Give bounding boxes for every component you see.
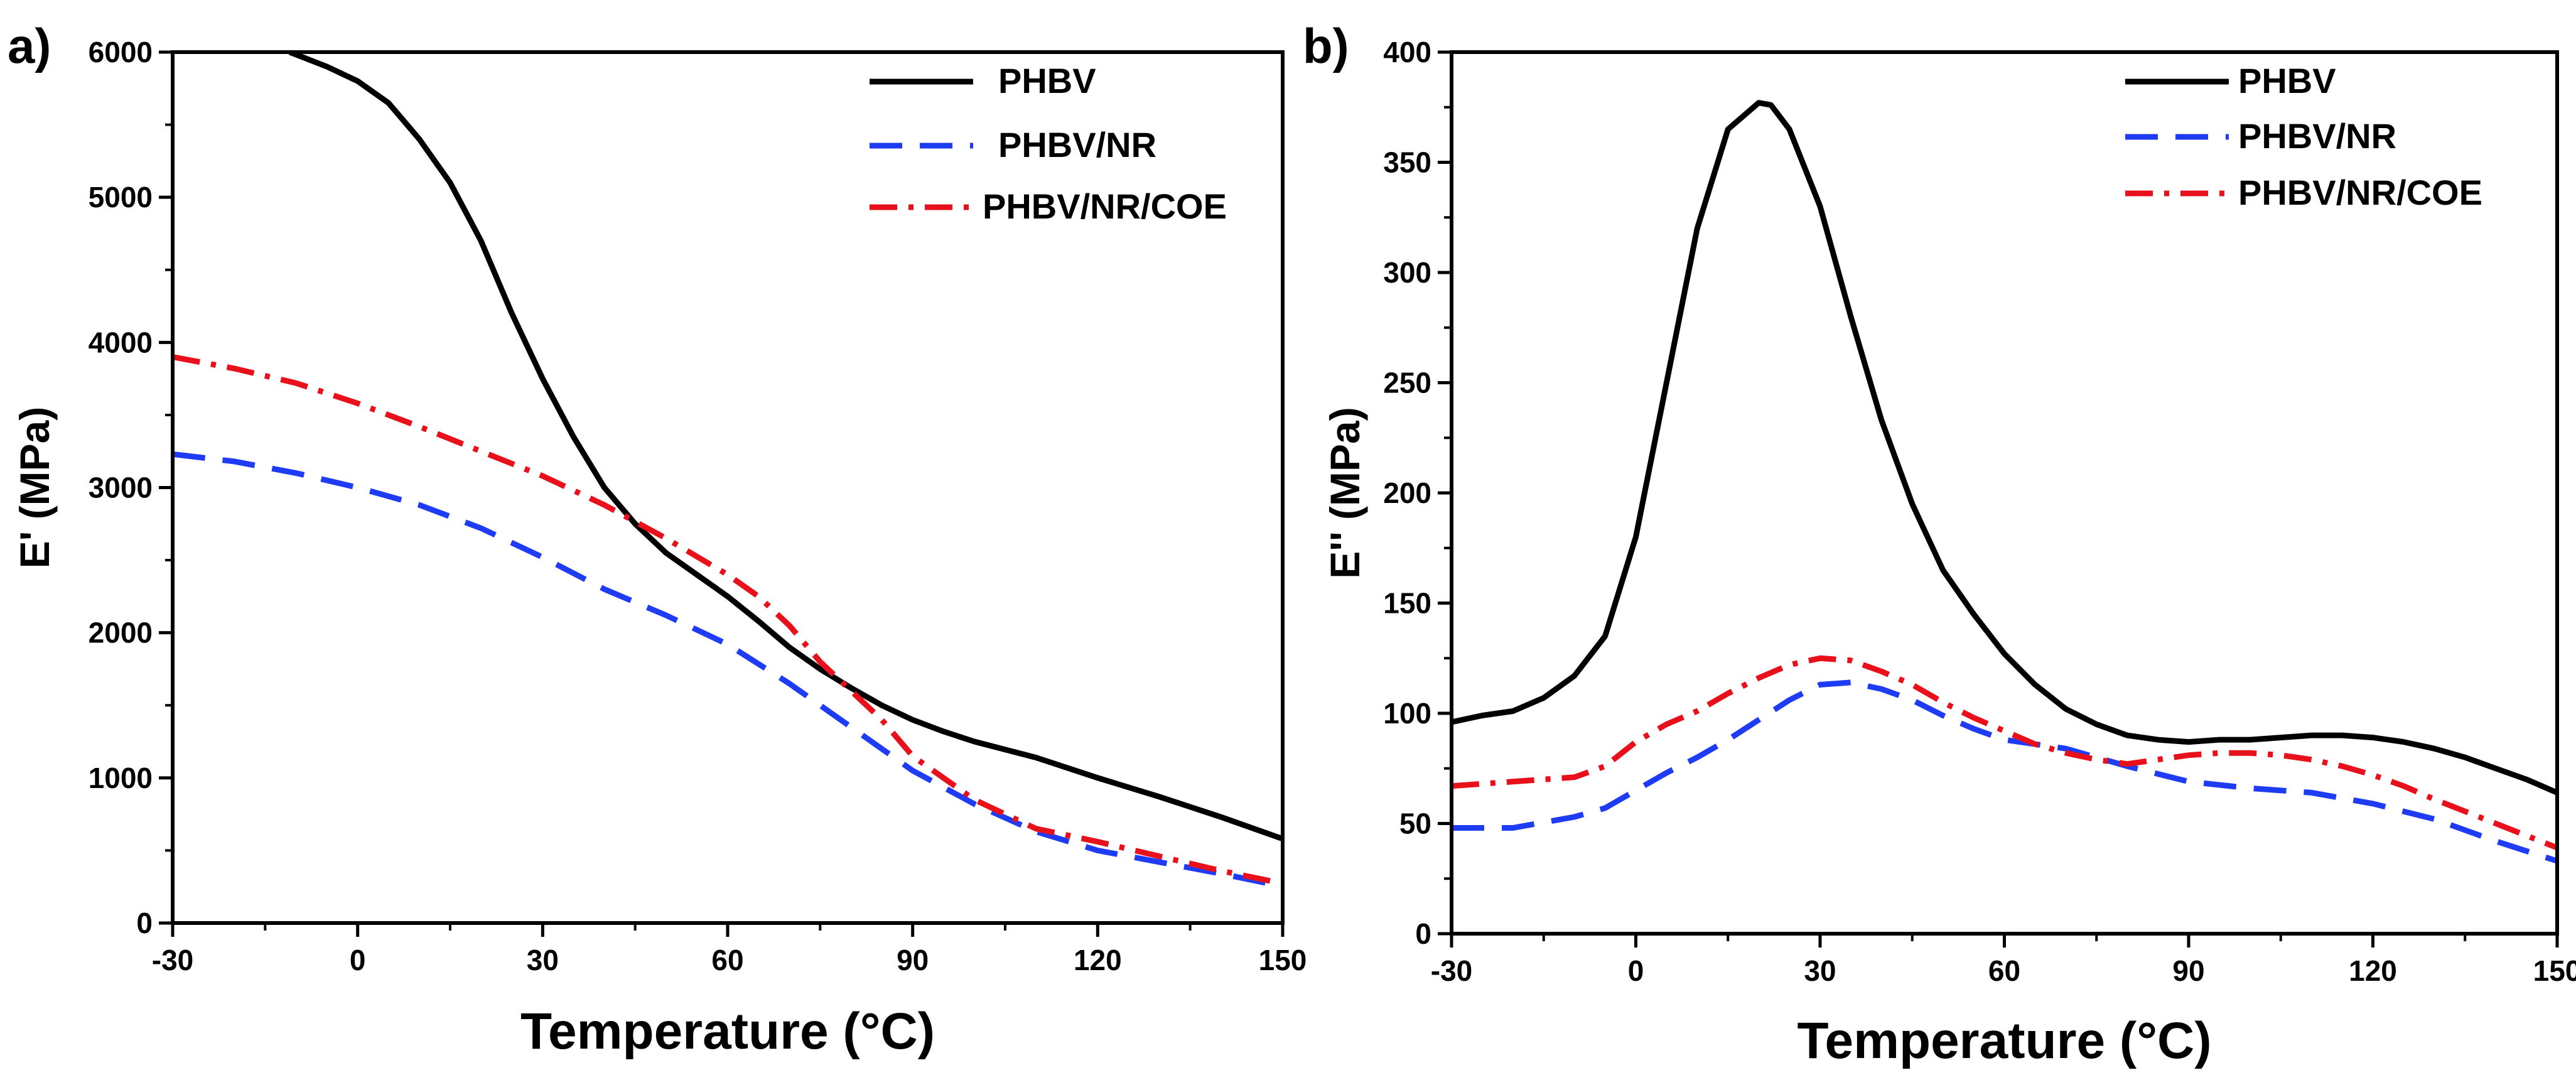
y-tick-label: 350 [1383,146,1431,179]
x-axis-title: Temperature (°C) [520,1003,935,1060]
x-tick-label: 90 [2172,954,2204,987]
y-tick-label: 2000 [89,617,153,649]
series-line-phbv [288,52,1283,842]
x-tick-label: 120 [1074,944,1122,976]
x-tick-label: 60 [1988,954,2020,987]
y-tick-label: 1000 [89,762,153,794]
legend: PHBV PHBV/NR PHBV/NR/COE [870,61,1227,226]
panel-label: a) [8,18,51,73]
x-tick-label: 0 [1628,954,1644,987]
y-tick-label: 5000 [89,181,153,213]
y-tick-label: 100 [1383,697,1431,730]
legend-label: PHBV/NR/COE [2238,173,2482,212]
x-tick-label: 30 [527,944,559,976]
y-tick-label: 0 [136,907,153,939]
series-line-phbv [1452,100,2557,796]
legend-label: PHBV/NR [2238,116,2396,156]
y-tick-label: 3000 [89,472,153,504]
x-tick-label: 120 [2349,954,2397,987]
y-tick-label: 250 [1383,367,1431,399]
x-tick-label: 150 [1259,944,1307,976]
x-tick-label: -30 [1431,954,1472,987]
legend-label: PHBV/NR/COE [983,186,1227,226]
y-tick-label: 50 [1399,807,1431,840]
y-tick-label: 4000 [89,326,153,359]
panel-b: b)-30 0 30 60 90 120 1500501001502002503003504… [1303,18,2576,1069]
x-tick-label: 30 [1804,954,1836,987]
series-line-phbv-nr-coe [1452,655,2557,851]
x-axis-title: Temperature (°C) [1797,1012,2211,1069]
x-tick-label: 60 [711,944,743,976]
y-tick-label: 0 [1415,917,1431,950]
y-tick-label: 400 [1383,36,1431,68]
panel-label: b) [1303,18,1349,73]
legend-label: PHBV/NR [998,125,1156,165]
x-tick-label: 0 [350,944,366,976]
y-tick-label: 300 [1383,256,1431,289]
legend-label: PHBV [998,61,1096,100]
y-axis-title: E' (MPa) [11,407,58,569]
y-tick-label: 200 [1383,477,1431,509]
y-axis-title: E'' (MPa) [1322,407,1368,578]
y-tick-label: 150 [1383,587,1431,620]
x-tick-label: 150 [2533,954,2576,987]
series-line-phbv-nr-coe [173,354,1271,884]
legend: PHBV PHBV/NR PHBV/NR/COE [2125,61,2482,212]
x-tick-label: 90 [897,944,929,976]
legend-label: PHBV [2238,61,2336,100]
y-tick-label: 6000 [89,36,153,68]
panel-a: a) -30 0 30 60 90 120 150 0 1000 2000 3000 4000 5000 6… [8,18,1307,1060]
x-tick-label: -30 [152,944,193,976]
series-line-phbv-nr [1452,679,2557,864]
series-line-phbv-nr [173,451,1271,887]
